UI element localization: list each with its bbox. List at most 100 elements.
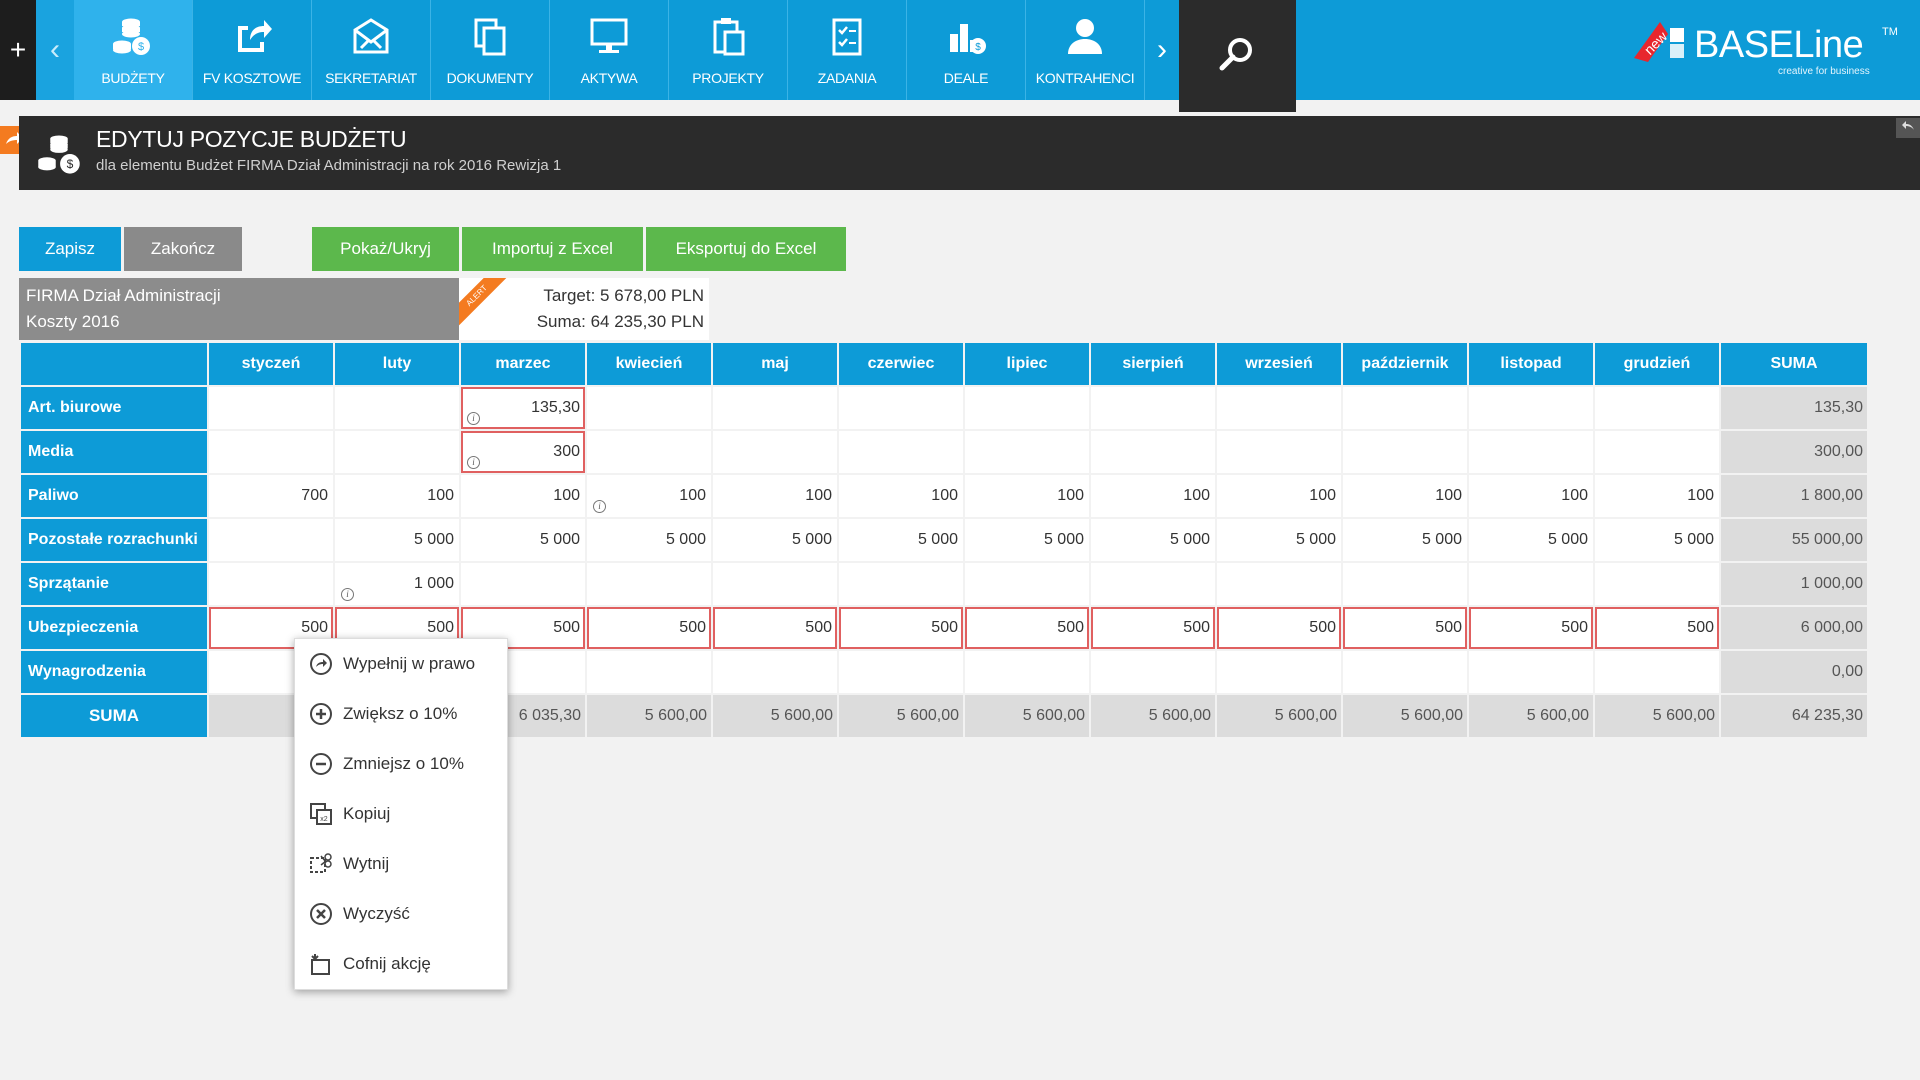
info-icon[interactable]: i bbox=[593, 500, 606, 513]
budget-cell[interactable] bbox=[333, 429, 461, 475]
budget-cell[interactable]: 100 bbox=[711, 473, 839, 519]
search-button[interactable] bbox=[1179, 0, 1296, 112]
nav-item-aktywa[interactable]: AKTYWA bbox=[550, 0, 669, 100]
menu-item-increase[interactable]: Zwiększ o 10% bbox=[309, 699, 457, 729]
nav-prev-button[interactable]: ‹ bbox=[36, 0, 74, 100]
info-icon[interactable]: i bbox=[467, 412, 480, 425]
nav-item-dokumenty[interactable]: DOKUMENTY bbox=[431, 0, 550, 100]
budget-cell[interactable]: 100 bbox=[333, 473, 461, 519]
nav-item-zadania[interactable]: ZADANIA bbox=[788, 0, 907, 100]
budget-cell[interactable] bbox=[711, 429, 839, 475]
budget-cell[interactable]: 5 000 bbox=[1593, 517, 1721, 563]
budget-cell[interactable]: 5 000 bbox=[963, 517, 1091, 563]
budget-cell[interactable] bbox=[1215, 385, 1343, 431]
budget-cell[interactable] bbox=[207, 385, 335, 431]
budget-cell[interactable] bbox=[1467, 561, 1595, 607]
budget-cell[interactable]: 500 bbox=[1467, 605, 1595, 651]
menu-item-clear[interactable]: Wyczyść bbox=[309, 899, 410, 929]
budget-cell[interactable]: 700 bbox=[207, 473, 335, 519]
budget-cell[interactable] bbox=[963, 385, 1091, 431]
budget-cell[interactable] bbox=[711, 649, 839, 695]
nav-item-projekty[interactable]: PROJEKTY bbox=[669, 0, 788, 100]
budget-cell[interactable] bbox=[585, 649, 713, 695]
budget-cell[interactable] bbox=[1341, 649, 1469, 695]
budget-cell[interactable]: 5 000 bbox=[585, 517, 713, 563]
nav-item-budzety[interactable]: $ BUDŻETY bbox=[74, 0, 193, 100]
budget-cell[interactable] bbox=[207, 561, 335, 607]
budget-cell[interactable]: 5 000 bbox=[1341, 517, 1469, 563]
budget-cell[interactable] bbox=[711, 385, 839, 431]
budget-cell[interactable] bbox=[837, 429, 965, 475]
budget-cell[interactable]: 5 000 bbox=[837, 517, 965, 563]
budget-cell[interactable] bbox=[837, 649, 965, 695]
menu-item-fill-right[interactable]: Wypełnij w prawo bbox=[309, 649, 475, 679]
budget-cell[interactable] bbox=[1341, 561, 1469, 607]
budget-cell[interactable]: 5 000 bbox=[1467, 517, 1595, 563]
budget-cell[interactable]: 5 000 bbox=[333, 517, 461, 563]
budget-cell[interactable] bbox=[963, 561, 1091, 607]
budget-cell[interactable]: 500 bbox=[1593, 605, 1721, 651]
nav-item-sekretariat[interactable]: SEKRETARIAT bbox=[312, 0, 431, 100]
collapse-header-button[interactable] bbox=[1896, 118, 1920, 138]
budget-cell[interactable] bbox=[1467, 429, 1595, 475]
budget-cell[interactable] bbox=[1089, 561, 1217, 607]
budget-cell[interactable]: 300 i bbox=[459, 429, 587, 475]
budget-cell[interactable]: 100 bbox=[1467, 473, 1595, 519]
budget-cell[interactable] bbox=[1215, 649, 1343, 695]
budget-cell[interactable]: 5 000 bbox=[1215, 517, 1343, 563]
info-icon[interactable]: i bbox=[467, 456, 480, 469]
budget-cell[interactable]: 100 i bbox=[585, 473, 713, 519]
nav-item-kontrahenci[interactable]: KONTRAHENCI bbox=[1026, 0, 1145, 100]
budget-cell[interactable] bbox=[1593, 561, 1721, 607]
menu-item-decrease[interactable]: Zmniejsz o 10% bbox=[309, 749, 464, 779]
budget-cell[interactable]: 500 bbox=[1089, 605, 1217, 651]
budget-cell[interactable] bbox=[963, 649, 1091, 695]
budget-cell[interactable] bbox=[585, 385, 713, 431]
budget-cell[interactable] bbox=[1593, 649, 1721, 695]
budget-cell[interactable] bbox=[207, 429, 335, 475]
budget-cell[interactable]: 500 bbox=[837, 605, 965, 651]
budget-cell[interactable]: 135,30 i bbox=[459, 385, 587, 431]
finish-button[interactable]: Zakończ bbox=[124, 227, 242, 271]
menu-item-undo[interactable]: Cofnij akcję bbox=[309, 949, 431, 979]
budget-cell[interactable]: 5 000 bbox=[1089, 517, 1217, 563]
budget-cell[interactable] bbox=[1089, 649, 1217, 695]
budget-cell[interactable] bbox=[963, 429, 1091, 475]
budget-cell[interactable] bbox=[1341, 385, 1469, 431]
budget-cell[interactable]: 500 bbox=[585, 605, 713, 651]
budget-cell[interactable]: 100 bbox=[837, 473, 965, 519]
budget-cell[interactable] bbox=[1215, 429, 1343, 475]
budget-cell[interactable]: 5 000 bbox=[459, 517, 587, 563]
budget-cell[interactable] bbox=[837, 385, 965, 431]
budget-cell[interactable] bbox=[459, 561, 587, 607]
budget-cell[interactable] bbox=[1467, 385, 1595, 431]
nav-item-deale[interactable]: $ DEALE bbox=[907, 0, 1026, 100]
info-icon[interactable]: i bbox=[341, 588, 354, 601]
budget-cell[interactable]: 1 000 i bbox=[333, 561, 461, 607]
budget-cell[interactable] bbox=[585, 429, 713, 475]
budget-cell[interactable] bbox=[1593, 429, 1721, 475]
nav-next-button[interactable]: › bbox=[1157, 33, 1167, 66]
menu-item-copy[interactable]: x2 Kopiuj bbox=[309, 799, 390, 829]
budget-cell[interactable]: 100 bbox=[1341, 473, 1469, 519]
budget-cell[interactable] bbox=[1089, 429, 1217, 475]
budget-cell[interactable] bbox=[711, 561, 839, 607]
import-excel-button[interactable]: Importuj z Excel bbox=[462, 227, 643, 271]
budget-cell[interactable]: 100 bbox=[1593, 473, 1721, 519]
budget-cell[interactable] bbox=[1089, 385, 1217, 431]
budget-cell[interactable] bbox=[1593, 385, 1721, 431]
budget-cell[interactable] bbox=[1467, 649, 1595, 695]
budget-cell[interactable] bbox=[585, 561, 713, 607]
budget-cell[interactable]: 500 bbox=[963, 605, 1091, 651]
budget-cell[interactable]: 500 bbox=[1215, 605, 1343, 651]
export-excel-button[interactable]: Eksportuj do Excel bbox=[646, 227, 846, 271]
show-hide-button[interactable]: Pokaż/Ukryj bbox=[312, 227, 459, 271]
budget-cell[interactable]: 500 bbox=[711, 605, 839, 651]
budget-cell[interactable]: 5 000 bbox=[711, 517, 839, 563]
budget-cell[interactable] bbox=[1341, 429, 1469, 475]
budget-cell[interactable]: 100 bbox=[963, 473, 1091, 519]
budget-cell[interactable] bbox=[837, 561, 965, 607]
budget-cell[interactable] bbox=[207, 517, 335, 563]
budget-cell[interactable]: 100 bbox=[1089, 473, 1217, 519]
add-button[interactable]: + bbox=[0, 0, 36, 100]
